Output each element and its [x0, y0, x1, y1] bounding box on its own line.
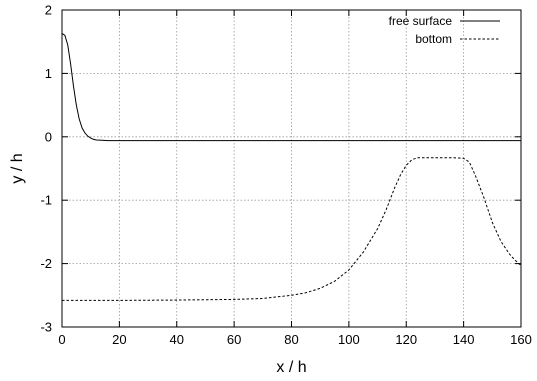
legend-label: bottom [415, 32, 452, 46]
x-tick-label: 40 [170, 332, 184, 347]
tick-marks [61, 9, 522, 328]
legend-label: free surface [389, 14, 453, 28]
x-axis-label: x / h [276, 359, 306, 376]
y-axis-label: y / h [9, 153, 26, 183]
y-tick-label: -3 [40, 320, 52, 335]
x-tick-label: 0 [58, 332, 65, 347]
y-tick-label: 0 [45, 129, 52, 144]
y-tick-label: -2 [40, 256, 52, 271]
x-tick-label: 60 [227, 332, 241, 347]
series-line-free-surface [61, 33, 521, 142]
y-tick-label: 1 [45, 66, 52, 81]
x-tick-label: 160 [510, 332, 532, 347]
grid [62, 10, 521, 327]
tick-labels: 0 20 40 60 80 100 120 140 160 -3 -2 -1 0 1 2 [40, 3, 531, 348]
y-tick-label: 2 [45, 3, 52, 18]
series-layer [61, 33, 522, 301]
x-tick-label: 140 [453, 332, 475, 347]
y-tick-label: -1 [40, 193, 52, 208]
x-tick-label: 100 [338, 332, 360, 347]
legend: free surface bottom [389, 14, 500, 46]
series-line-bottom [62, 157, 522, 301]
x-tick-label: 120 [395, 332, 417, 347]
x-tick-label: 80 [284, 332, 298, 347]
x-tick-label: 20 [112, 332, 126, 347]
